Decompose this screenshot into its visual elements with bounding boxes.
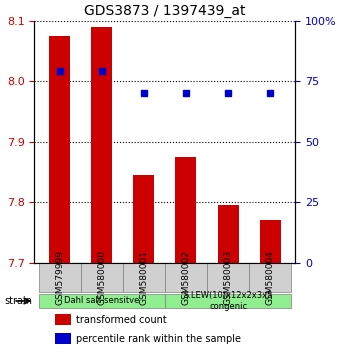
Text: Dahl salt-sensitve: Dahl salt-sensitve: [64, 296, 139, 306]
Text: GSM580000: GSM580000: [97, 250, 106, 305]
Bar: [260, 221, 281, 263]
FancyBboxPatch shape: [123, 263, 165, 292]
Text: transformed count: transformed count: [76, 315, 167, 325]
Bar: [91, 27, 112, 263]
Text: GSM580004: GSM580004: [266, 250, 275, 305]
FancyBboxPatch shape: [249, 263, 291, 292]
FancyBboxPatch shape: [165, 263, 207, 292]
Text: GSM580001: GSM580001: [139, 250, 148, 305]
Bar: [133, 175, 154, 263]
Bar: [55, 333, 71, 344]
Text: S.LEW(10)x12x2x3x5
congenic: S.LEW(10)x12x2x3x5 congenic: [183, 291, 273, 311]
Bar: [49, 36, 70, 263]
Text: strain: strain: [4, 296, 32, 306]
FancyBboxPatch shape: [207, 263, 249, 292]
Bar: [55, 314, 71, 325]
FancyBboxPatch shape: [39, 263, 80, 292]
Text: GSM580002: GSM580002: [181, 250, 191, 305]
FancyBboxPatch shape: [39, 294, 165, 308]
Bar: [218, 205, 239, 263]
FancyBboxPatch shape: [80, 263, 123, 292]
Title: GDS3873 / 1397439_at: GDS3873 / 1397439_at: [84, 4, 246, 18]
Text: percentile rank within the sample: percentile rank within the sample: [76, 333, 241, 344]
FancyBboxPatch shape: [165, 294, 291, 308]
Text: GSM580003: GSM580003: [224, 250, 233, 305]
Text: GSM579999: GSM579999: [55, 250, 64, 305]
Bar: [175, 157, 196, 263]
